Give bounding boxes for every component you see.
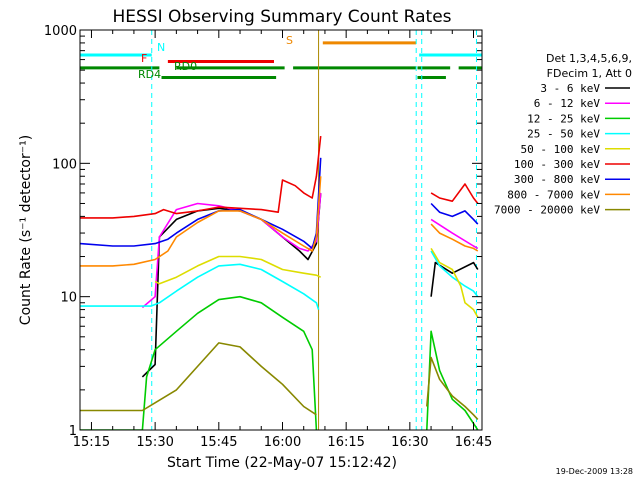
y-tick-label-0: 1 bbox=[69, 424, 77, 439]
flag-label-n: N bbox=[157, 41, 165, 54]
series-line-1 bbox=[141, 192, 479, 378]
legend-label-6: 100 - 300 keV bbox=[514, 158, 600, 171]
x-tick-label-0: 15:15 bbox=[73, 435, 110, 450]
series-lines bbox=[80, 136, 479, 430]
x-tick-label-2: 15:45 bbox=[200, 435, 237, 450]
y-axis-label: Count Rate (s⁻¹ detector⁻¹) bbox=[18, 135, 34, 325]
legend-header-line-1: Det 1,3,4,5,6,9, bbox=[546, 52, 632, 65]
series-line-9 bbox=[80, 342, 479, 420]
chart-title: HESSI Observing Summary Count Rates bbox=[112, 7, 451, 27]
legend-label-7: 300 - 800 keV bbox=[514, 173, 600, 186]
series-line-6 bbox=[80, 136, 479, 219]
x-tick-label-1: 15:30 bbox=[136, 435, 173, 450]
series-line-8 bbox=[80, 176, 479, 267]
legend-label-3: 12 - 25 keV bbox=[527, 112, 600, 125]
legend-label-8: 800 - 7000 keV bbox=[507, 188, 600, 201]
reference-lines bbox=[151, 30, 477, 430]
legend-label-4: 25 - 50 keV bbox=[527, 128, 600, 141]
y-axis: 1 10 100 1000 bbox=[44, 24, 482, 439]
flag-label-s: S bbox=[286, 34, 293, 47]
x-axis-label: Start Time (22-May-07 15:12:42) bbox=[167, 455, 397, 471]
legend-header-line-2: FDecim 1, Att 0 bbox=[547, 67, 632, 80]
legend-label-5: 50 - 100 keV bbox=[521, 143, 601, 156]
flag-label-rd0: RD0 bbox=[174, 60, 197, 73]
legend-label-1: 3 - 6 keV bbox=[540, 82, 600, 95]
legend-label-2: 6 - 12 keV bbox=[534, 97, 601, 110]
legend-label-9: 7000 - 20000 keV bbox=[494, 204, 600, 217]
x-tick-label-5: 16:30 bbox=[391, 435, 428, 450]
x-tick-label-4: 16:15 bbox=[327, 435, 364, 450]
y-tick-label-3: 1000 bbox=[44, 24, 77, 39]
series-line-4 bbox=[80, 250, 479, 310]
x-tick-label-6: 16:45 bbox=[455, 435, 492, 450]
footer-date: 19-Dec-2009 13:28 bbox=[556, 467, 633, 476]
flag-label-f: F bbox=[141, 52, 147, 65]
x-axis: 15:15 15:30 15:45 16:00 16:15 16:30 16:45 bbox=[73, 30, 492, 450]
series-line-5 bbox=[154, 247, 479, 318]
y-tick-label-1: 10 bbox=[60, 291, 77, 306]
y-tick-label-2: 100 bbox=[52, 157, 77, 172]
series-line-3 bbox=[80, 295, 479, 430]
x-tick-label-3: 16:00 bbox=[264, 435, 301, 450]
legend: Det 1,3,4,5,6,9, FDecim 1, Att 0 3 - 6 k… bbox=[494, 52, 632, 217]
plot-frame bbox=[79, 29, 483, 431]
flag-label-rd4: RD4 bbox=[138, 68, 161, 81]
